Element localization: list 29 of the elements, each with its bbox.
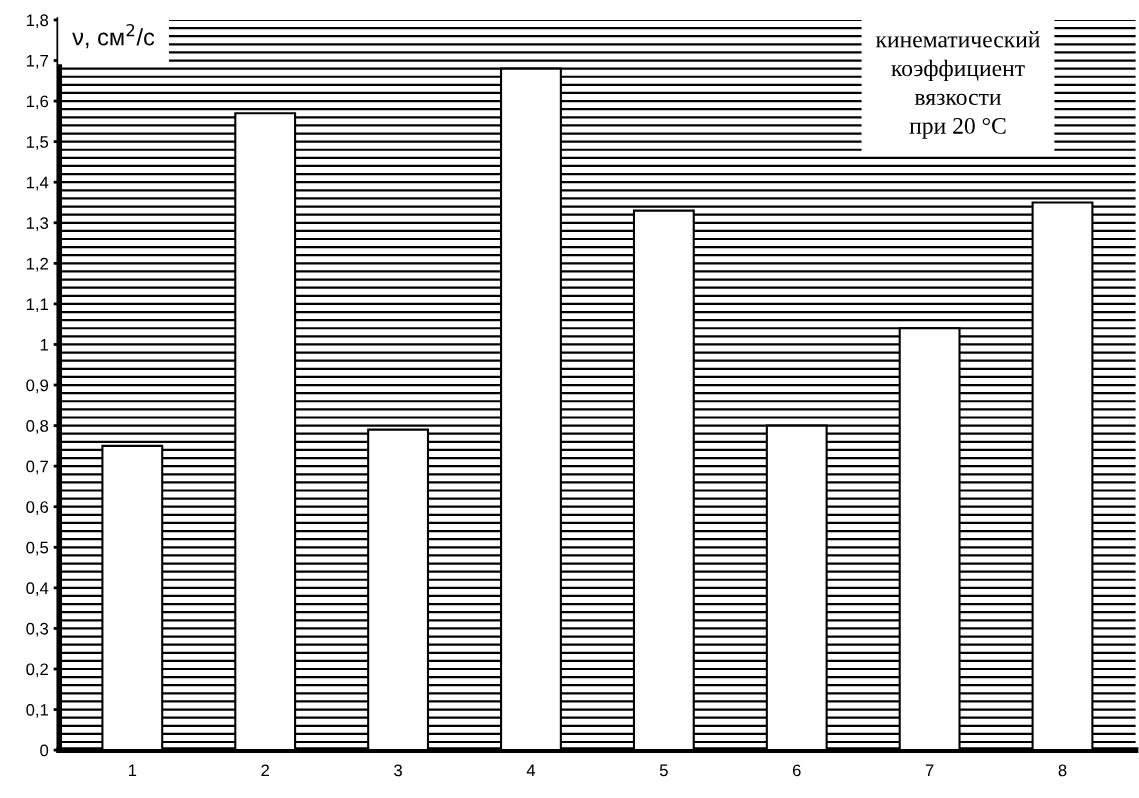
y-tick-label: 1,1 [26, 298, 48, 313]
y-tick-label: 0,3 [26, 622, 49, 637]
y-tick-label: 0,9 [26, 379, 49, 394]
y-tick-label: 0,6 [26, 501, 49, 515]
y-tick-label: 0,1 [26, 703, 48, 718]
y-tick-label: 0 [40, 744, 49, 757]
y-tick-label: 1 [40, 339, 48, 351]
x-tick-label: 1 [128, 764, 137, 777]
y-tick-label: 1,7 [26, 55, 48, 69]
y-tick-label: 0,2 [26, 663, 48, 678]
y-tick-label: 1,2 [26, 257, 48, 272]
y-tick-label: 1,5 [26, 136, 49, 150]
x-tick-label: 4 [526, 764, 536, 777]
y-tick-label: 1,4 [26, 176, 49, 191]
y-tick-label: 1,8 [26, 14, 49, 29]
annotation: кинематический коэффициент вязкости при 20 °С [875, 31, 1040, 139]
x-tick-label: 2 [261, 764, 269, 777]
y-tick-label: 0,4 [26, 582, 49, 597]
y-tick-label: 0,8 [26, 420, 49, 434]
x-tick-label: 6 [792, 764, 801, 777]
y-tick-label: 0,7 [26, 460, 48, 475]
y-tick-label: 0,5 [26, 541, 49, 556]
x-tick-label: 7 [925, 764, 934, 777]
x-tick-label: 8 [1058, 764, 1067, 777]
y-tick-label: 1,3 [26, 217, 49, 231]
y-axis-title: ν, см$^{2}$/с [72, 23, 155, 49]
x-tick-label: 5 [659, 764, 668, 777]
y-tick-label: 1,6 [26, 95, 49, 110]
x-tick-label: 3 [394, 764, 402, 777]
